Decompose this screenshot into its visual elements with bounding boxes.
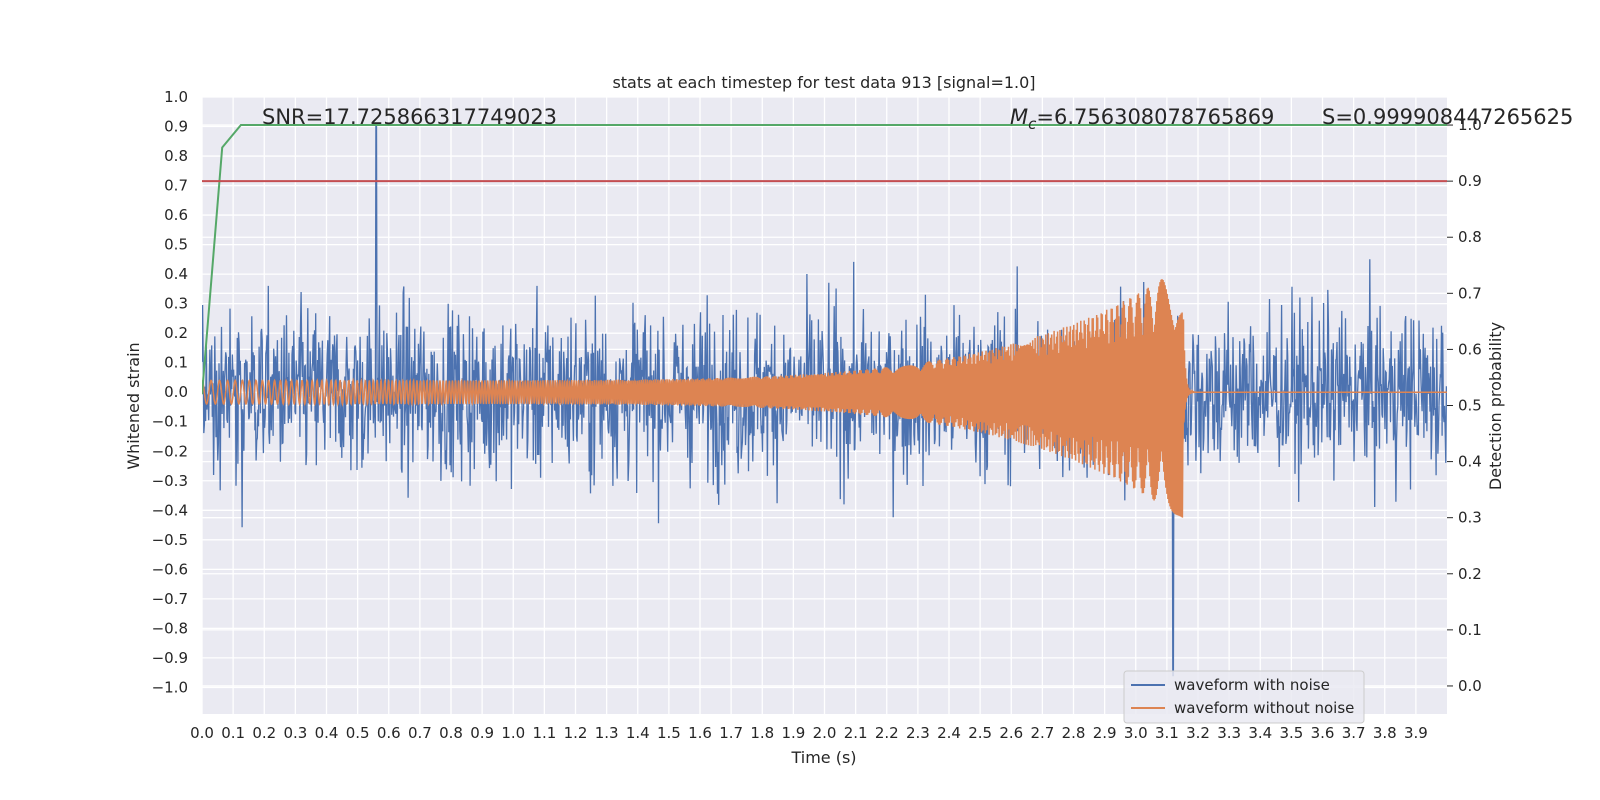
x-tick-label: 1.7	[719, 724, 743, 742]
y-left-tick-label: 0.7	[164, 177, 188, 195]
y-right-tick-label: 1.0	[1458, 116, 1482, 134]
x-tick-label: 0.1	[221, 724, 245, 742]
x-tick-labels: 0.0 0.1 0.2 0.3 0.4 0.5 0.6 0.7 0.8 0.9 1.0 1.1 1.2 1…	[190, 724, 1428, 742]
legend-label-clean: waveform without noise	[1174, 699, 1354, 717]
y-left-tick-label: 0.9	[164, 118, 188, 136]
y-left-tick-label: −0.1	[152, 413, 188, 431]
x-tick-label: 0.2	[252, 724, 276, 742]
x-tick-label: 1.1	[532, 724, 556, 742]
x-tick-label: 1.3	[595, 724, 619, 742]
x-tick-label: 0.9	[470, 724, 494, 742]
y-right-tick-label: 0.6	[1458, 340, 1482, 358]
y-left-tick-label: −0.9	[152, 649, 188, 667]
y-left-tick-label: −0.3	[152, 472, 188, 490]
y-left-tick-label: −0.2	[152, 442, 188, 460]
y-left-tick-label: 0.3	[164, 295, 188, 313]
y-left-tick-label: −1.0	[152, 678, 188, 696]
y-left-tick-label: 0.2	[164, 324, 188, 342]
x-tick-label: 3.7	[1342, 724, 1366, 742]
y-right-tick-label: 0.4	[1458, 453, 1482, 471]
y-left-tick-label: 0.4	[164, 265, 188, 283]
x-tick-label: 2.0	[813, 724, 837, 742]
legend-label-noisy: waveform with noise	[1174, 676, 1330, 694]
y-left-tick-label: 0.8	[164, 147, 188, 165]
legend-box	[1123, 670, 1365, 724]
y-left-tick-label: −0.7	[152, 590, 188, 608]
y-left-tick-label: 0.1	[164, 354, 188, 372]
y-left-tick-label: −0.6	[152, 560, 188, 578]
x-tick-label: 0.5	[346, 724, 370, 742]
y-left-tick-label: 1.0	[164, 88, 188, 106]
y-left-tick-label: 0.6	[164, 206, 188, 224]
x-tick-label: 3.4	[1248, 724, 1272, 742]
y-right-tick-label: 0.7	[1458, 284, 1482, 302]
x-tick-label: 3.2	[1186, 724, 1210, 742]
y-axis-label-left: Whitened strain	[124, 342, 143, 469]
x-tick-label: 2.3	[906, 724, 930, 742]
y-left-tick-label: −0.4	[152, 501, 188, 519]
chirp-mass-annotation: Mc=6.756308078765869	[1010, 105, 1274, 133]
x-tick-label: 2.9	[1093, 724, 1117, 742]
y-right-tick-label: 0.8	[1458, 228, 1482, 246]
snr-annotation: SNR=17.725866317749023	[262, 105, 557, 129]
y-right-tick-label: 0.1	[1458, 621, 1482, 639]
y-left-tick-label: −0.8	[152, 619, 188, 637]
y-left-tick-labels: 1.0 0.9 0.8 0.7 0.6 0.5 0.4 0.3 0.2 0.1 0.0 −0.1 −0.…	[152, 88, 188, 696]
x-tick-label: 2.1	[844, 724, 868, 742]
x-tick-label: 2.6	[999, 724, 1023, 742]
x-tick-label: 2.2	[875, 724, 899, 742]
legend: waveform with noise waveform without noi…	[1123, 670, 1365, 724]
x-tick-label: 3.3	[1217, 724, 1241, 742]
x-tick-label: 3.8	[1373, 724, 1397, 742]
x-tick-label: 2.8	[1062, 724, 1086, 742]
x-tick-label: 1.2	[564, 724, 588, 742]
y-axis-label-right: Detection probability	[1486, 322, 1505, 490]
x-tick-label: 1.0	[501, 724, 525, 742]
x-tick-label: 1.4	[626, 724, 650, 742]
y-right-tick-label: 0.3	[1458, 509, 1482, 527]
series-line-detection-probability	[202, 124, 1447, 395]
x-tick-label: 3.5	[1279, 724, 1303, 742]
y-right-tick-label: 0.9	[1458, 172, 1482, 190]
x-tick-label: 0.8	[439, 724, 463, 742]
x-tick-label: 2.5	[968, 724, 992, 742]
y-right-tick-label: 0.2	[1458, 565, 1482, 583]
x-tick-label: 1.6	[688, 724, 712, 742]
x-tick-label: 2.4	[937, 724, 961, 742]
series-line-waveform-without-noise	[202, 279, 1447, 518]
x-tick-label: 1.9	[781, 724, 805, 742]
x-tick-label: 3.0	[1124, 724, 1148, 742]
x-tick-label: 1.8	[750, 724, 774, 742]
y-left-tick-label: 0.5	[164, 236, 188, 254]
x-axis-label: Time (s)	[790, 748, 856, 767]
x-tick-label: 0.4	[315, 724, 339, 742]
y-left-tick-label: −0.5	[152, 531, 188, 549]
x-tick-label: 3.6	[1311, 724, 1335, 742]
x-tick-label: 0.7	[408, 724, 432, 742]
x-tick-label: 3.1	[1155, 724, 1179, 742]
y-right-tick-label: 0.0	[1458, 677, 1482, 695]
y-right-tick-label: 0.5	[1458, 397, 1482, 415]
x-tick-label: 3.9	[1404, 724, 1428, 742]
x-tick-label: 0.6	[377, 724, 401, 742]
x-tick-label: 2.7	[1030, 724, 1054, 742]
x-tick-label: 0.3	[283, 724, 307, 742]
s-annotation: S=0.999908447265625	[1322, 105, 1573, 129]
chart-title: stats at each timestep for test data 913…	[612, 73, 1035, 92]
x-tick-label: 0.0	[190, 724, 214, 742]
y-left-tick-label: 0.0	[164, 383, 188, 401]
x-tick-label: 1.5	[657, 724, 681, 742]
y-right-tick-labels: 1.0 0.9 0.8 0.7 0.6 0.5 0.4 0.3 0.2 0.1 0.0	[1447, 116, 1482, 695]
